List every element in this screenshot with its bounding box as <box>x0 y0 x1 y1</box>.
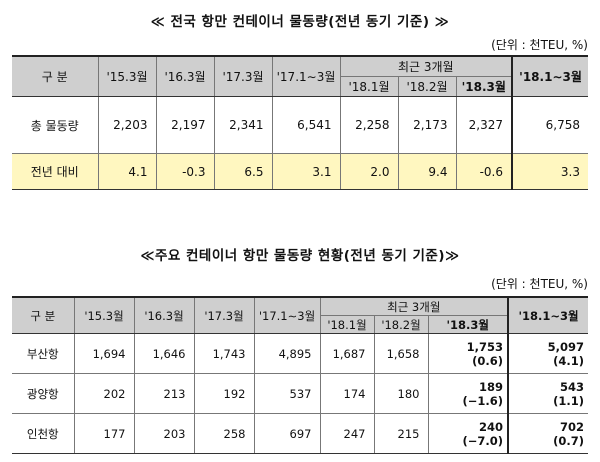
t1-header-c8: '18.1∼3월 <box>511 55 589 97</box>
t1-header-r2: '18.2월 <box>397 76 456 97</box>
row-label: 광양항 <box>12 373 74 414</box>
value: 702 <box>560 419 585 434</box>
cell-total: 702 (0.7) <box>507 413 589 454</box>
major-ports-table: 구 분 '15.3월 '16.3월 '17.3월 '17.1∼3월 최근 3개월… <box>12 296 589 454</box>
t2-header-c2: '16.3월 <box>133 296 194 334</box>
cell: 6,758 <box>511 96 589 154</box>
t1-header-c4: '17.1∼3월 <box>271 55 340 97</box>
cell: 3.1 <box>271 153 340 190</box>
cell: 1,658 <box>373 333 428 374</box>
row-label: 인천항 <box>12 413 74 454</box>
pct: (4.1) <box>553 353 585 368</box>
table-row: 광양항 202 213 192 537 174 180 189 (−1.6) 5… <box>12 373 589 414</box>
cell: 213 <box>133 373 194 414</box>
national-throughput-table: 구 분 '15.3월 '16.3월 '17.3월 '17.1∼3월 최근 3개월… <box>12 55 589 190</box>
table1-unit: (단위 : 천TEU, %) <box>491 38 588 52</box>
cell: 1,743 <box>193 333 254 374</box>
table-row: 총 물동량 2,203 2,197 2,341 6,541 2,258 2,17… <box>12 96 589 154</box>
cell: 6.5 <box>213 153 272 190</box>
cell: -0.6 <box>455 153 513 190</box>
t1-header-recent: 최근 3개월 <box>339 55 513 77</box>
cell: 1,687 <box>319 333 374 374</box>
cell: 192 <box>193 373 254 414</box>
cell: 215 <box>373 413 428 454</box>
cell: 2,173 <box>397 96 456 154</box>
table-row: 전년 대비 4.1 -0.3 6.5 3.1 2.0 9.4 -0.6 3.3 <box>12 153 589 190</box>
t1-header-c1: '15.3월 <box>97 55 156 97</box>
cell: 9.4 <box>397 153 456 190</box>
cell-total: 543 (1.1) <box>507 373 589 414</box>
pct: (0.6) <box>472 353 504 368</box>
cell: 258 <box>193 413 254 454</box>
t1-header-label: 구 분 <box>12 55 98 97</box>
t2-header-label: 구 분 <box>12 296 74 334</box>
row-label: 부산항 <box>26 346 59 361</box>
table2-title: ≪주요 컨테이너 항만 물동량 현황(전년 동기 기준)≫ <box>140 248 460 264</box>
t2-header-c1: '15.3월 <box>73 296 134 334</box>
value: 1,753 <box>466 339 504 354</box>
pct: (−7.0) <box>462 433 504 448</box>
cell-mar: 189 (−1.6) <box>427 373 509 414</box>
cell: 697 <box>253 413 320 454</box>
cell: 1,646 <box>133 333 194 374</box>
t2-header-recent: 최근 3개월 <box>319 296 509 316</box>
cell: 203 <box>133 413 194 454</box>
row-label: 총 물동량 <box>30 118 79 133</box>
row-label: 전년 대비 <box>12 153 98 190</box>
pct: (−1.6) <box>462 393 504 408</box>
table2-unit: (단위 : 천TEU, %) <box>491 277 588 291</box>
cell: 247 <box>319 413 374 454</box>
t2-header-c8: '18.1∼3월 <box>507 296 589 334</box>
value: 543 <box>560 379 585 394</box>
cell: 537 <box>253 373 320 414</box>
t2-header-r3: '18.3월 <box>427 315 509 334</box>
cell-total: 5,097 (4.1) <box>507 333 589 374</box>
t1-header-r3: '18.3월 <box>455 76 513 97</box>
cell: -0.3 <box>155 153 214 190</box>
cell: 2,327 <box>455 96 513 154</box>
cell: 180 <box>373 373 428 414</box>
t1-header-c3: '17.3월 <box>213 55 272 97</box>
table-row: 인천항 177 203 258 697 247 215 240 (−7.0) 7… <box>12 413 589 454</box>
cell: 4.1 <box>97 153 156 190</box>
pct: (1.1) <box>553 393 585 408</box>
cell-mar: 1,753 (0.6) <box>427 333 509 374</box>
cell: 4,895 <box>253 333 320 374</box>
cell: 174 <box>319 373 374 414</box>
value: 240 <box>479 419 504 434</box>
cell: 2,203 <box>97 96 156 154</box>
cell: 2.0 <box>339 153 398 190</box>
cell: 177 <box>73 413 134 454</box>
value: 5,097 <box>547 339 585 354</box>
pct: (0.7) <box>553 433 585 448</box>
cell: 2,341 <box>213 96 272 154</box>
cell: 202 <box>73 373 134 414</box>
t2-header-c4: '17.1∼3월 <box>253 296 320 334</box>
t2-header-r1: '18.1월 <box>319 315 374 334</box>
table1-title: ≪ 전국 항만 컨테이너 물동량(전년 동기 기준) ≫ <box>150 14 450 30</box>
t1-header-c2: '16.3월 <box>155 55 214 97</box>
t1-header-r1: '18.1월 <box>339 76 398 97</box>
t2-header-c3: '17.3월 <box>193 296 254 334</box>
table-row: 부산항 1,694 1,646 1,743 4,895 1,687 1,658 … <box>12 333 589 374</box>
cell: 6,541 <box>271 96 340 154</box>
cell-mar: 240 (−7.0) <box>427 413 509 454</box>
cell: 2,258 <box>339 96 398 154</box>
value: 189 <box>479 379 504 394</box>
cell: 1,694 <box>73 333 134 374</box>
cell: 3.3 <box>511 153 589 190</box>
t2-header-r2: '18.2월 <box>373 315 428 334</box>
cell: 2,197 <box>155 96 214 154</box>
